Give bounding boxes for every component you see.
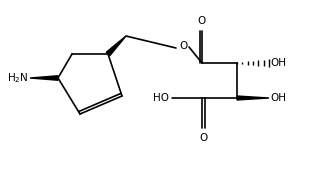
Polygon shape <box>237 96 269 100</box>
Text: O: O <box>179 41 187 51</box>
Text: OH: OH <box>270 58 286 68</box>
Text: OH: OH <box>270 93 286 103</box>
Text: O: O <box>199 133 207 143</box>
Text: O: O <box>198 16 206 26</box>
Text: HO: HO <box>153 93 169 103</box>
Polygon shape <box>106 36 126 56</box>
Polygon shape <box>30 76 58 80</box>
Text: H$_2$N: H$_2$N <box>8 71 29 85</box>
